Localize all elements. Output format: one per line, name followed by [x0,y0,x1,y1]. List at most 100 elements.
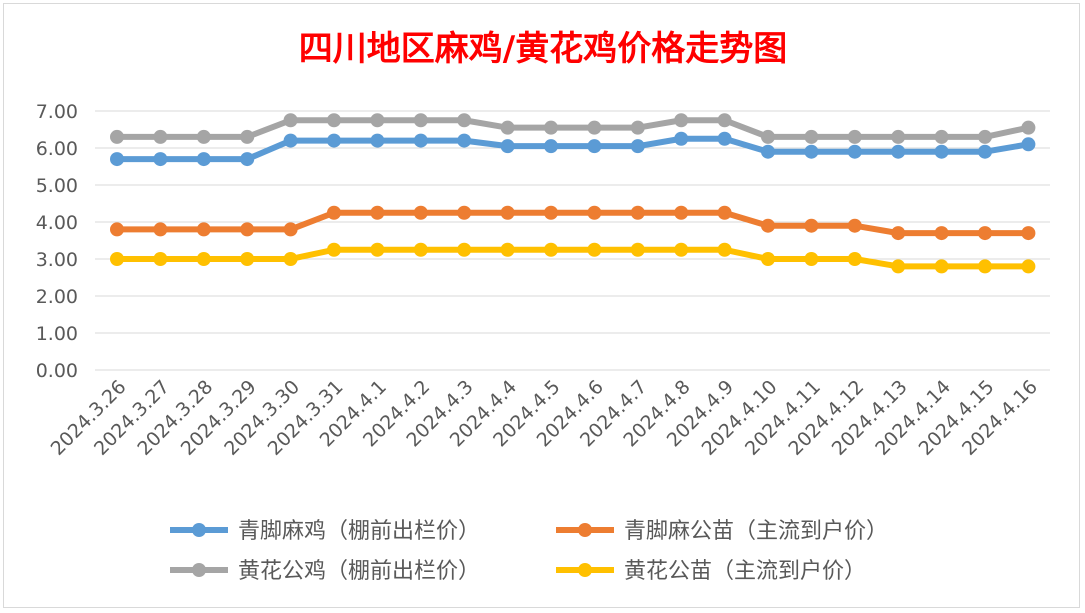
legend-label: 青脚麻鸡（棚前出栏价） [238,519,480,544]
data-point [153,129,168,144]
data-point [978,226,992,241]
data-point [674,205,689,220]
data-point [674,131,689,146]
y-tick-label: 7.00 [36,101,78,123]
y-tick-label: 5.00 [36,175,78,197]
data-point [240,252,255,266]
data-point [717,242,732,257]
data-point [934,129,949,144]
data-point [891,259,906,274]
data-point [457,113,472,128]
data-point [630,242,645,257]
data-point [847,144,862,159]
data-point [891,129,906,144]
chart-frame [3,3,1080,608]
data-point [761,144,775,159]
series-line [117,135,1029,163]
data-point [587,205,602,220]
legend-entry: 黄花公苗（主流到户价） [556,559,866,584]
data-point [196,222,211,237]
legend-marker [192,563,206,577]
data-point [804,144,819,159]
y-tick-label: 2.00 [36,286,78,308]
data-point [544,120,558,135]
data-point [1021,137,1036,152]
data-point [153,152,168,167]
legend-label: 黄花公苗（主流到户价） [624,559,866,584]
series-group [110,113,1036,274]
x-axis-ticks: 2024.3.262024.3.272024.3.282024.3.292024… [47,376,1042,460]
data-point [413,205,428,220]
data-point [327,133,341,148]
data-point [978,129,992,144]
series-2 [110,205,1036,241]
data-point [457,133,472,148]
data-point [978,144,992,159]
data-point [630,139,645,154]
data-point [283,133,298,148]
legend-entry: 黄花公鸡（棚前出栏价） [170,559,480,584]
data-point [804,129,819,144]
legend-marker [578,523,592,537]
data-point [500,139,515,154]
y-tick-label: 1.00 [36,323,78,345]
data-point [327,113,341,128]
data-point [153,222,168,237]
data-point [240,222,255,237]
data-point [544,242,558,257]
y-axis-ticks: 0.00 1.00 2.00 3.00 4.00 5.00 6.00 7.00 [36,101,78,382]
series-line [117,246,1029,270]
data-point [934,259,949,274]
data-point [153,252,168,266]
data-point [327,205,341,220]
data-point [196,152,211,167]
data-point [717,205,732,220]
legend-marker [192,523,206,537]
data-point [934,226,949,241]
data-point [457,205,472,220]
series-4 [110,242,1036,274]
data-point [587,139,602,154]
data-point [761,218,775,233]
data-point [630,120,645,135]
data-point [370,242,385,257]
legend-label: 青脚麻公苗（主流到户价） [624,519,888,544]
data-point [978,259,992,274]
data-point [196,252,211,266]
data-point [196,129,211,144]
data-point [847,129,862,144]
data-point [110,222,124,237]
chart-title: 四川地区麻鸡/黄花鸡价格走势图 [299,29,787,69]
data-point [761,129,775,144]
data-point [1021,120,1036,135]
y-tick-label: 0.00 [36,360,78,382]
data-point [240,129,255,144]
data-point [283,252,298,266]
data-point [370,205,385,220]
data-point [544,205,558,220]
data-point [891,226,906,241]
data-point [717,131,732,146]
data-point [327,242,341,257]
data-point [110,252,124,266]
data-point [804,252,819,266]
legend-entry: 青脚麻公苗（主流到户价） [556,519,888,544]
data-point [804,218,819,233]
legend-marker [578,563,592,577]
y-tick-label: 3.00 [36,249,78,271]
data-point [500,205,515,220]
data-point [891,144,906,159]
series-line [117,209,1029,237]
data-point [370,113,385,128]
data-point [413,133,428,148]
data-point [110,129,124,144]
legend: 青脚麻鸡（棚前出栏价） 青脚麻公苗（主流到户价） 黄花公鸡（棚前出栏价） 黄花公苗（主… [170,519,888,584]
y-tick-label: 4.00 [36,212,78,234]
legend-label: 黄花公鸡（棚前出栏价） [238,559,480,584]
data-point [500,120,515,135]
data-point [761,252,775,266]
data-point [630,205,645,220]
data-point [283,222,298,237]
data-point [500,242,515,257]
